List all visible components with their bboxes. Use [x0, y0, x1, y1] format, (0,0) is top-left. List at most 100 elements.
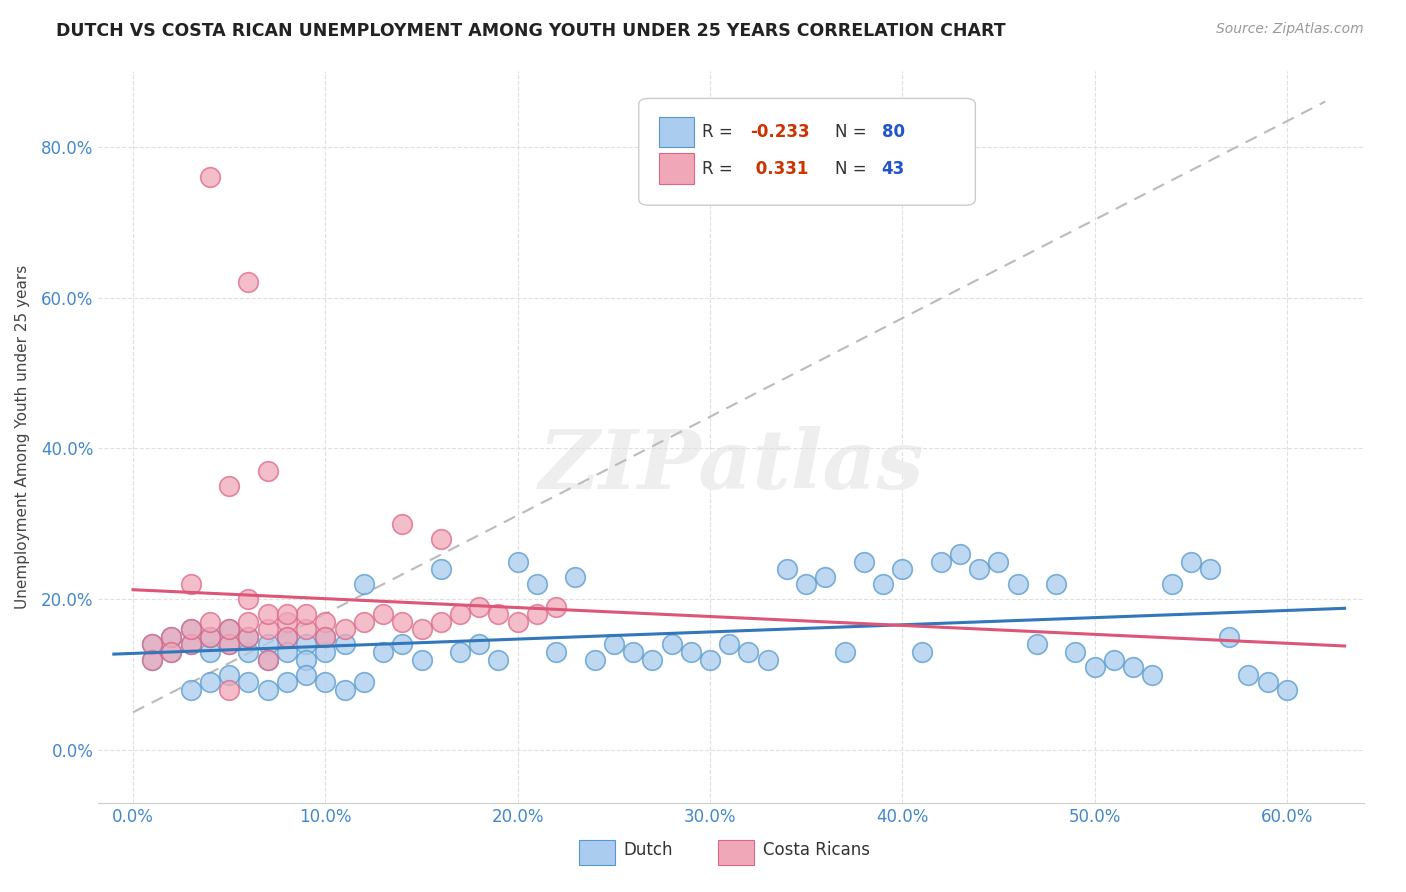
- Point: [794, 577, 817, 591]
- Point: [314, 645, 336, 659]
- Point: [276, 630, 298, 644]
- Point: [411, 652, 433, 666]
- Point: [198, 630, 221, 644]
- Point: [314, 630, 336, 644]
- Point: [218, 667, 240, 681]
- Point: [1064, 645, 1087, 659]
- Point: [391, 516, 413, 531]
- Point: [699, 652, 721, 666]
- Text: Source: ZipAtlas.com: Source: ZipAtlas.com: [1216, 22, 1364, 37]
- Point: [429, 615, 451, 629]
- Point: [449, 645, 471, 659]
- Point: [256, 682, 278, 697]
- Point: [160, 645, 183, 659]
- Point: [506, 554, 529, 568]
- Point: [333, 637, 356, 651]
- Point: [333, 682, 356, 697]
- Point: [1122, 660, 1144, 674]
- Point: [949, 547, 972, 561]
- FancyBboxPatch shape: [579, 840, 614, 865]
- Point: [1102, 652, 1125, 666]
- Point: [180, 577, 202, 591]
- Point: [238, 592, 260, 607]
- Point: [238, 675, 260, 690]
- Point: [295, 667, 318, 681]
- Point: [256, 637, 278, 651]
- Point: [353, 675, 375, 690]
- Y-axis label: Unemployment Among Youth under 25 years: Unemployment Among Youth under 25 years: [15, 265, 30, 609]
- Point: [564, 569, 586, 583]
- Point: [468, 637, 491, 651]
- Point: [391, 615, 413, 629]
- Point: [256, 652, 278, 666]
- Point: [872, 577, 894, 591]
- Point: [238, 615, 260, 629]
- Point: [256, 607, 278, 622]
- Point: [429, 532, 451, 546]
- Point: [756, 652, 779, 666]
- Point: [737, 645, 759, 659]
- Point: [295, 607, 318, 622]
- Point: [1045, 577, 1067, 591]
- Point: [1180, 554, 1202, 568]
- Point: [180, 637, 202, 651]
- Point: [276, 675, 298, 690]
- Point: [929, 554, 952, 568]
- Point: [276, 607, 298, 622]
- Text: ZIPatlas: ZIPatlas: [538, 426, 924, 507]
- Text: -0.233: -0.233: [751, 123, 810, 141]
- Point: [546, 599, 568, 614]
- Text: DUTCH VS COSTA RICAN UNEMPLOYMENT AMONG YOUTH UNDER 25 YEARS CORRELATION CHART: DUTCH VS COSTA RICAN UNEMPLOYMENT AMONG …: [56, 22, 1005, 40]
- Point: [218, 623, 240, 637]
- Point: [180, 682, 202, 697]
- Point: [641, 652, 664, 666]
- Point: [160, 630, 183, 644]
- Point: [371, 645, 394, 659]
- Point: [218, 637, 240, 651]
- Point: [506, 615, 529, 629]
- Point: [198, 169, 221, 184]
- Point: [353, 577, 375, 591]
- Point: [295, 652, 318, 666]
- Point: [1025, 637, 1047, 651]
- Point: [1160, 577, 1182, 591]
- Point: [256, 652, 278, 666]
- Point: [603, 637, 626, 651]
- Point: [141, 652, 163, 666]
- Text: 80: 80: [882, 123, 904, 141]
- Point: [486, 652, 509, 666]
- Point: [218, 637, 240, 651]
- Point: [198, 630, 221, 644]
- Point: [1218, 630, 1240, 644]
- FancyBboxPatch shape: [718, 840, 754, 865]
- Text: 0.331: 0.331: [751, 160, 808, 178]
- Point: [141, 637, 163, 651]
- Point: [238, 630, 260, 644]
- Text: Costa Ricans: Costa Ricans: [762, 841, 870, 859]
- Point: [218, 479, 240, 493]
- Point: [526, 607, 548, 622]
- Point: [449, 607, 471, 622]
- Point: [314, 630, 336, 644]
- Point: [314, 615, 336, 629]
- Point: [1237, 667, 1260, 681]
- Point: [198, 675, 221, 690]
- Point: [1257, 675, 1279, 690]
- Point: [218, 623, 240, 637]
- Point: [834, 645, 856, 659]
- Point: [238, 645, 260, 659]
- FancyBboxPatch shape: [638, 98, 976, 205]
- Text: 43: 43: [882, 160, 905, 178]
- Point: [180, 623, 202, 637]
- Point: [141, 637, 163, 651]
- Text: N =: N =: [835, 160, 872, 178]
- Point: [295, 637, 318, 651]
- Point: [198, 615, 221, 629]
- Point: [160, 645, 183, 659]
- Text: Dutch: Dutch: [623, 841, 673, 859]
- Point: [276, 645, 298, 659]
- Text: R =: R =: [702, 160, 738, 178]
- Point: [256, 623, 278, 637]
- Text: R =: R =: [702, 123, 738, 141]
- Point: [1199, 562, 1222, 576]
